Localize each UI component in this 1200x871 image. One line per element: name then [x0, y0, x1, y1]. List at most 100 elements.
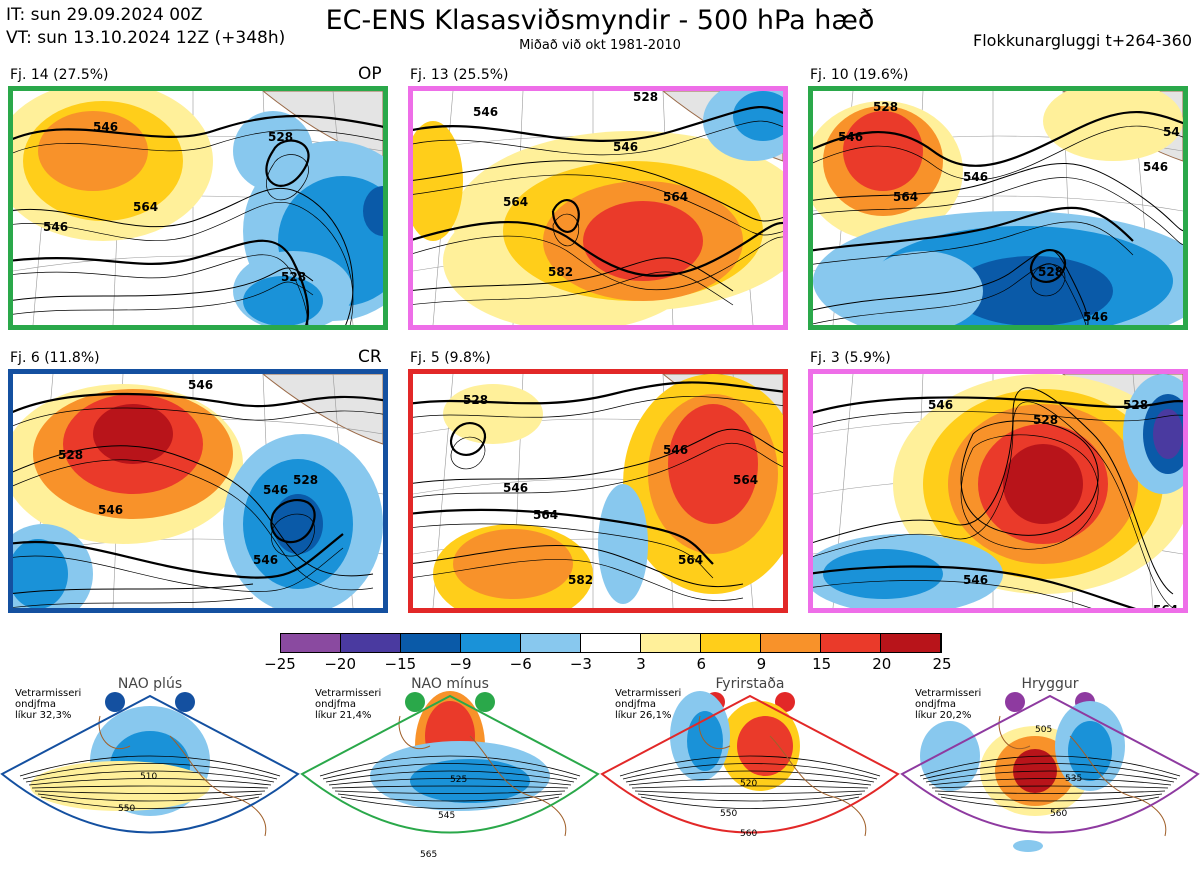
height-contour: [13, 533, 344, 579]
contour-label: 546: [1143, 160, 1168, 174]
contour-label: 546: [503, 481, 528, 495]
colorbar-tick: 9: [756, 655, 767, 673]
regime-note: Vetrarmisseri ondjfma líkur 26,1%: [615, 688, 681, 721]
anomaly-shading: [733, 91, 783, 141]
regime-marker-dot: [405, 692, 425, 712]
regime-title: NAO plús: [117, 676, 183, 692]
regime-note-line: ondjfma: [15, 699, 56, 710]
regime-contour: [619, 755, 881, 777]
height-contour: [813, 565, 1136, 608]
colorbar-cell: [281, 634, 341, 652]
colorbar-tick: 25: [932, 655, 952, 673]
height-contour: [413, 105, 783, 142]
height-contour-thin: [266, 154, 309, 201]
colorbar-cell: [701, 634, 761, 652]
regime-note: Vetrarmisseri ondjfma líkur 32,3%: [15, 688, 81, 721]
height-contour-thin: [13, 281, 314, 315]
contour-label: 546: [963, 170, 988, 184]
cluster-map-svg: 528 546 546 564 546 528 546 54: [813, 91, 1183, 325]
regime-contour: [22, 763, 278, 780]
regime-contour-label: 560: [1050, 809, 1067, 819]
regime-contour: [940, 796, 1160, 809]
height-contour-thin: [413, 523, 714, 579]
cluster-tag: OP: [358, 64, 382, 84]
cluster-label: Fj. 14 (27.5%): [10, 67, 109, 83]
height-contour: [813, 396, 1183, 414]
regime-contour: [634, 790, 866, 794]
colorbar-tick: 6: [696, 655, 707, 673]
height-contour: [551, 199, 580, 233]
regime-contour: [331, 785, 569, 789]
regime-contour: [34, 790, 266, 794]
contour-label: 528: [268, 130, 293, 144]
regime-marker-dot: [105, 692, 125, 712]
cluster-label: Fj. 5 (9.8%): [410, 350, 491, 366]
anomaly-shading: [598, 484, 648, 604]
height-contour: [413, 544, 744, 588]
height-contour-thin: [413, 442, 783, 498]
height-contour: [13, 583, 254, 594]
anomaly-shading: [863, 251, 983, 325]
regime-contour: [319, 755, 581, 777]
land-shape: [262, 374, 383, 445]
regime-map-svg: 525 545 565: [300, 691, 600, 860]
height-contour: [960, 420, 1099, 536]
contour-label: 564: [133, 200, 158, 214]
regime-contour-label: 525: [450, 775, 467, 785]
contour-label: 54: [1163, 125, 1180, 139]
contour-label: 546: [928, 398, 953, 412]
height-contour: [413, 160, 783, 222]
contour-label: 546: [613, 140, 638, 154]
height-contour: [813, 111, 1183, 167]
regime-map-svg: 510 550: [0, 694, 300, 837]
regime-border: [300, 694, 600, 834]
height-contour: [13, 239, 310, 325]
contour-label: 528: [58, 448, 83, 462]
contour-label: 528: [873, 100, 898, 114]
regime-marker-dot: [775, 692, 795, 712]
regime-contour-label: 550: [720, 809, 737, 819]
regime-contour: [640, 796, 860, 809]
height-contour-thin: [413, 559, 744, 601]
height-contour: [13, 267, 314, 301]
height-contour: [413, 221, 783, 277]
regime-title: Fyrirstaða: [715, 676, 785, 692]
height-contour-thin: [13, 597, 254, 608]
height-contour: [413, 381, 783, 405]
cluster-label: Fj. 3 (5.9%): [810, 350, 891, 366]
contour-label: 528: [1033, 413, 1058, 427]
height-contour-thin: [813, 221, 1134, 265]
contour-label: 528: [463, 393, 488, 407]
height-contour-thin: [413, 120, 783, 156]
contour-label: 546: [98, 503, 123, 517]
regime-contour: [31, 785, 269, 789]
colorbar-cell: [461, 634, 521, 652]
cluster-map-svg: 546 528 546 564 528: [813, 374, 1183, 608]
height-contour: [413, 428, 783, 484]
regime-contour: [328, 778, 572, 786]
regime-border: [0, 694, 300, 834]
colorbar-tick: −9: [449, 655, 472, 673]
regime-title: NAO mínus: [411, 676, 489, 692]
height-contour: [13, 392, 383, 414]
height-contour-thin: [13, 201, 354, 325]
regime-contour-label: 510: [140, 772, 157, 782]
regime-note-line: líkur 26,1%: [615, 710, 672, 721]
regime-note-line: Vetrarmisseri: [315, 688, 382, 699]
anomaly-shading: [413, 121, 463, 241]
coastline: [98, 715, 131, 750]
cluster-map: 528 546 564 546 564 582 564: [408, 369, 788, 613]
height-contour-thin: [413, 396, 783, 418]
coastline: [398, 715, 431, 750]
anomaly-shading: [843, 111, 923, 191]
colorbar-tick: −6: [509, 655, 532, 673]
regime-note: Vetrarmisseri ondjfma líkur 21,4%: [315, 688, 381, 721]
contour-label: 546: [188, 378, 213, 392]
anomaly-shading: [1153, 409, 1183, 459]
height-contour-thin: [813, 401, 1174, 608]
contour-label: 528: [1038, 265, 1063, 279]
colorbar-tick: −25: [264, 655, 296, 673]
contour-label: 546: [43, 220, 68, 234]
regime-note-line: Vetrarmisseri: [615, 688, 682, 699]
classification-window: Flokkunargluggi t+264-360: [973, 31, 1192, 50]
